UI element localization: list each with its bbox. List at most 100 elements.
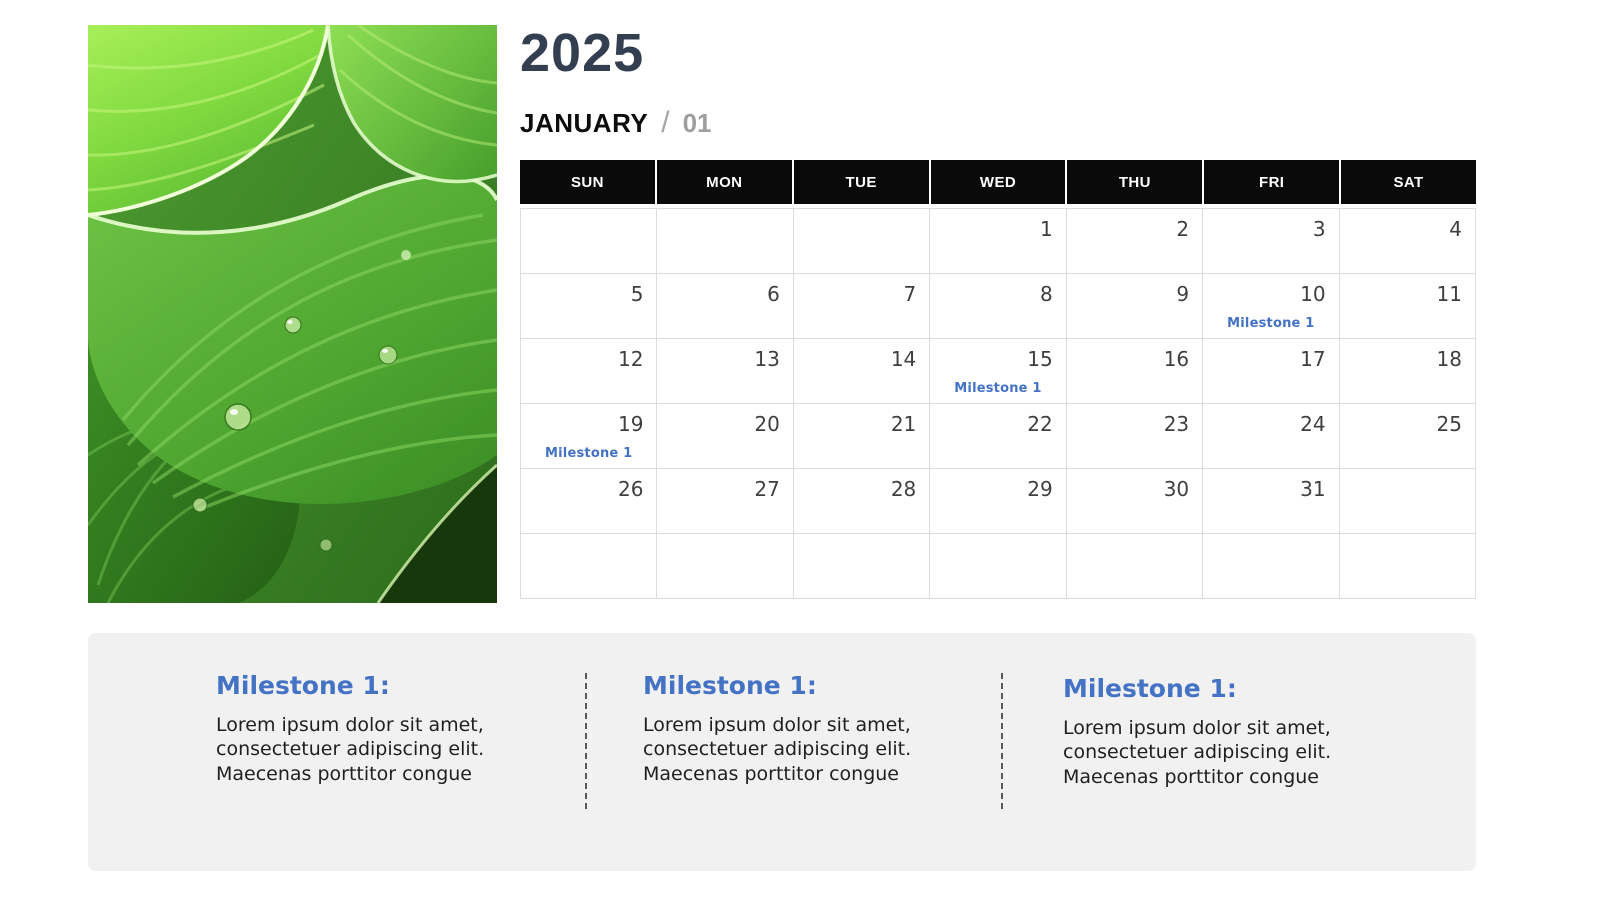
milestone-block-1: Milestone 1: Lorem ipsum dolor sit amet,… [216,671,551,786]
day-number: 6 [767,282,780,306]
day-cell-5: 5 [521,274,658,339]
year-title: 2025 [520,23,645,83]
day-number: 9 [1176,282,1190,306]
day-cell-3: 3 [1203,209,1340,274]
event-label: Milestone 1 [545,446,633,461]
day-number: 20 [754,412,780,436]
day-cell-8: 8 [930,274,1067,339]
weekday-sat: SAT [1341,160,1476,204]
day-cell-2: 2 [1066,209,1204,274]
milestone-block-2: Milestone 1: Lorem ipsum dolor sit amet,… [643,671,978,786]
event-label: Milestone 1 [954,381,1042,396]
day-cell-12: 12 [521,339,658,404]
day-number: 13 [754,347,780,371]
day-cell-empty [930,534,1067,599]
day-cell-27: 27 [657,469,794,534]
day-cell-11: 11 [1339,274,1476,339]
dashed-divider [1001,673,1003,809]
day-cell-empty [1203,534,1340,599]
event-label: Milestone 1 [1227,316,1315,331]
day-number: 31 [1300,477,1326,501]
day-number: 29 [1027,477,1053,501]
day-number: 4 [1449,217,1462,241]
day-number: 28 [890,477,917,501]
day-number: 16 [1163,347,1190,371]
month-heading: JANUARY / 01 [520,106,711,140]
weekday-mon: MON [656,160,792,204]
day-number: 25 [1436,412,1462,436]
green-leaves-illustration [88,25,497,603]
day-cell-23: 23 [1066,404,1204,469]
month-number: 01 [682,108,712,138]
day-cell-empty [793,534,931,599]
day-cell-7: 7 [793,274,931,339]
milestone-description: Lorem ipsum dolor sit amet, consectetuer… [643,714,912,785]
weekday-sun: SUN [520,160,655,204]
weekday-tue: TUE [793,160,929,204]
day-cell-empty [657,209,794,274]
day-cell-30: 30 [1066,469,1204,534]
day-cell-31: 31 [1203,469,1340,534]
day-number: 1 [1039,217,1053,241]
day-cell-4: 4 [1339,209,1476,274]
day-number: 15 [1027,347,1053,371]
day-number: 7 [903,282,917,306]
day-number: 21 [890,412,917,436]
milestone-description: Lorem ipsum dolor sit amet, consectetuer… [216,714,485,785]
calendar: SUN MON TUE WED THU FRI SAT 1 2 3 4 5 6 7 8 9 10 Milesto… [520,160,1476,599]
day-cell-14: 14 [793,339,931,404]
day-cell-6: 6 [657,274,794,339]
day-cell-1: 1 [930,209,1067,274]
day-cell-empty [521,534,658,599]
day-number: 11 [1436,282,1462,306]
day-cell-empty [1339,469,1476,534]
leaf-photo [88,25,497,603]
day-number: 17 [1300,347,1326,371]
month-separator: / [661,106,670,139]
day-cell-empty [1339,534,1476,599]
milestone-title: Milestone 1: [1063,674,1237,703]
weekday-header-row: SUN MON TUE WED THU FRI SAT [520,160,1476,204]
day-cell-20: 20 [657,404,794,469]
day-cell-25: 25 [1339,404,1476,469]
day-cell-empty [657,534,794,599]
day-cell-10: 10 Milestone 1 [1203,274,1340,339]
day-cell-28: 28 [793,469,931,534]
milestone-description: Lorem ipsum dolor sit amet, consectetuer… [1063,717,1332,788]
dashed-divider [585,673,587,809]
day-number: 5 [630,282,644,306]
day-cell-24: 24 [1203,404,1340,469]
day-cell-26: 26 [521,469,658,534]
month-name: JANUARY [520,108,649,138]
milestone-title: Milestone 1: [643,671,817,700]
day-cell-15: 15 Milestone 1 [930,339,1067,404]
day-number: 22 [1027,412,1053,436]
day-cell-13: 13 [657,339,794,404]
milestone-block-3: Milestone 1: Lorem ipsum dolor sit amet,… [1063,674,1398,789]
day-number: 12 [617,347,644,371]
day-cell-17: 17 [1203,339,1340,404]
milestone-title: Milestone 1: [216,671,390,700]
day-cell-empty [1066,534,1204,599]
day-number: 27 [754,477,780,501]
day-number: 10 [1300,282,1326,306]
day-cell-empty [793,209,931,274]
day-cell-19: 19 Milestone 1 [521,404,658,469]
day-cell-9: 9 [1066,274,1204,339]
day-number: 23 [1163,412,1190,436]
day-number: 30 [1163,477,1190,501]
day-number: 8 [1039,282,1053,306]
day-cell-21: 21 [793,404,931,469]
day-cell-empty [521,209,658,274]
day-number: 24 [1300,412,1326,436]
day-number: 3 [1312,217,1326,241]
weekday-thu: THU [1067,160,1203,204]
day-cell-29: 29 [930,469,1067,534]
day-number: 18 [1436,347,1462,371]
day-cell-22: 22 [930,404,1067,469]
milestone-panel: Milestone 1: Lorem ipsum dolor sit amet,… [88,633,1476,871]
weekday-fri: FRI [1204,160,1340,204]
day-cell-16: 16 [1066,339,1204,404]
weekday-wed: WED [930,160,1066,204]
